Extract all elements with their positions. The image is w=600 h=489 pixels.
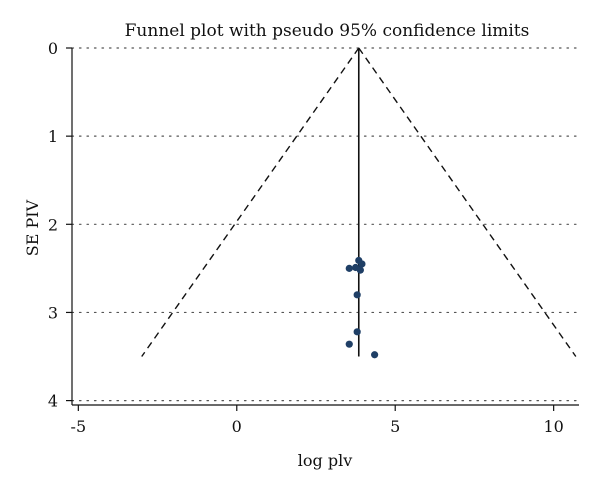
- x-tick-label: 10: [543, 417, 563, 436]
- x-tick-label: 5: [390, 417, 400, 436]
- data-point-5: [356, 266, 364, 274]
- y-axis-label: SE PIV: [23, 199, 42, 256]
- data-point-6: [353, 291, 361, 299]
- y-tick-label: 3: [48, 303, 58, 322]
- data-point-2: [358, 260, 366, 268]
- x-tick-label: -5: [71, 417, 87, 436]
- axes: 0 1 2 3 4 -5 0 5 10: [48, 39, 579, 436]
- data-points: [345, 256, 379, 359]
- x-tick-label: 0: [232, 417, 242, 436]
- x-axis-label: log plv: [298, 451, 352, 470]
- data-point-9: [371, 351, 379, 359]
- y-tick-label: 4: [48, 392, 58, 411]
- y-tick-label: 2: [48, 215, 58, 234]
- y-tick-label: 0: [48, 39, 58, 58]
- y-tick-label: 1: [48, 127, 58, 146]
- data-point-7: [353, 328, 361, 336]
- data-point-3: [345, 264, 353, 272]
- grid-lines: [71, 47, 580, 402]
- confidence-limit-lines: [141, 47, 577, 357]
- data-point-8: [345, 340, 353, 348]
- lower-confidence-limit-line: [141, 47, 360, 357]
- chart-title: Funnel plot with pseudo 95% confidence l…: [125, 21, 530, 41]
- upper-confidence-limit-line: [358, 47, 577, 357]
